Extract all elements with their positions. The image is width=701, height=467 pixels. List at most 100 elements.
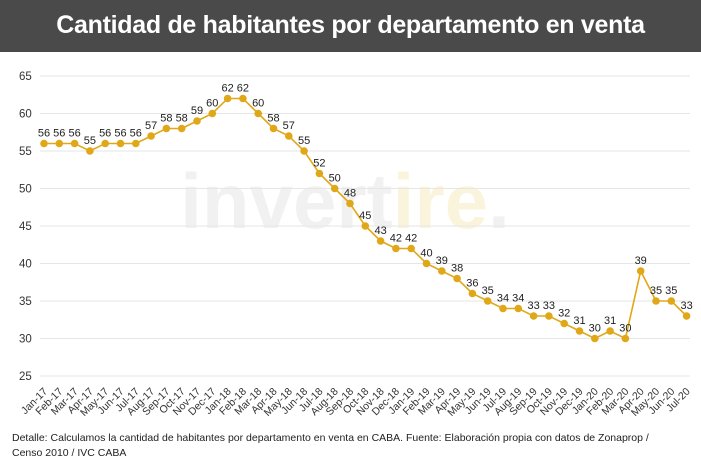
data-point bbox=[606, 327, 614, 335]
data-label: 55 bbox=[84, 135, 96, 147]
data-label: 33 bbox=[543, 300, 555, 312]
data-point bbox=[529, 312, 538, 320]
title-bar bbox=[0, 0, 701, 52]
y-tick-label: 30 bbox=[19, 334, 32, 346]
data-label: 38 bbox=[451, 263, 463, 275]
data-point bbox=[55, 139, 64, 148]
data-point bbox=[591, 334, 599, 343]
y-axis-ticks: 25 30 35 40 45 50 55 60 65 bbox=[19, 71, 32, 383]
data-point bbox=[162, 124, 171, 133]
data-point bbox=[392, 244, 400, 253]
data-point bbox=[621, 334, 630, 343]
data-label: 31 bbox=[604, 315, 616, 327]
data-point bbox=[514, 304, 523, 313]
data-label: 58 bbox=[176, 113, 188, 125]
data-label: 56 bbox=[68, 128, 80, 140]
data-label: 34 bbox=[512, 293, 524, 305]
data-point bbox=[407, 244, 416, 253]
data-point bbox=[438, 267, 446, 275]
data-point bbox=[147, 132, 155, 140]
data-point bbox=[575, 327, 584, 335]
data-point bbox=[468, 289, 477, 298]
line-chart: invertire. 25 30 35 40 45 50 55 60 65 Jan-17Feb-… bbox=[19, 71, 693, 419]
data-label: 52 bbox=[313, 158, 325, 170]
data-point bbox=[300, 147, 308, 155]
data-markers bbox=[40, 94, 691, 343]
x-axis-ticks: Jan-17Feb-17Mar-17Apr-17May-17Jun-17Jul-… bbox=[19, 386, 693, 419]
data-point bbox=[208, 109, 217, 118]
data-label: 40 bbox=[420, 248, 432, 260]
data-point bbox=[330, 184, 339, 193]
y-tick-label: 35 bbox=[19, 296, 32, 308]
watermark-accent: ire bbox=[393, 157, 488, 245]
data-point bbox=[177, 124, 186, 133]
data-label: 48 bbox=[344, 188, 356, 200]
data-point bbox=[545, 312, 553, 320]
data-point bbox=[193, 117, 201, 125]
data-label: 58 bbox=[160, 113, 172, 125]
data-point bbox=[361, 222, 370, 230]
y-tick-label: 60 bbox=[19, 109, 32, 121]
data-point bbox=[499, 304, 507, 313]
data-label: 57 bbox=[283, 120, 295, 132]
data-label: 42 bbox=[405, 233, 417, 245]
data-point bbox=[86, 147, 94, 155]
y-tick-label: 45 bbox=[19, 221, 32, 233]
data-label: 62 bbox=[221, 83, 233, 95]
data-label: 39 bbox=[635, 255, 647, 267]
data-label: 57 bbox=[145, 120, 157, 132]
footer-note: Detalle: Calculamos la cantidad de habit… bbox=[12, 431, 692, 461]
data-label: 34 bbox=[497, 293, 509, 305]
data-label: 32 bbox=[558, 308, 570, 320]
watermark-dot: . bbox=[488, 157, 510, 245]
data-label: 56 bbox=[53, 128, 65, 140]
data-label: 35 bbox=[665, 285, 677, 297]
data-point bbox=[285, 132, 293, 140]
data-point bbox=[636, 267, 645, 275]
data-label: 62 bbox=[237, 83, 249, 95]
data-point bbox=[40, 139, 48, 148]
data-label: 56 bbox=[114, 128, 126, 140]
data-label: 58 bbox=[267, 113, 279, 125]
data-point bbox=[453, 274, 461, 283]
data-label: 59 bbox=[191, 105, 203, 117]
data-label: 31 bbox=[573, 315, 585, 327]
chart-title: Cantidad de habitantes por departamento … bbox=[56, 11, 645, 39]
data-label: 42 bbox=[390, 233, 402, 245]
watermark-main: invert bbox=[180, 157, 392, 245]
y-tick-label: 25 bbox=[19, 371, 32, 383]
data-point bbox=[223, 94, 232, 103]
data-label: 39 bbox=[436, 255, 448, 267]
footer-line-2: Censo 2010 / IVC CABA bbox=[12, 447, 127, 459]
data-point bbox=[315, 169, 324, 178]
data-label: 56 bbox=[130, 128, 142, 140]
data-point bbox=[132, 139, 140, 148]
y-tick-label: 50 bbox=[19, 184, 32, 196]
data-point bbox=[652, 297, 660, 305]
footer-line-1: Detalle: Calculamos la cantidad de habit… bbox=[12, 432, 649, 444]
y-tick-label: 40 bbox=[19, 259, 32, 271]
y-tick-label: 55 bbox=[19, 146, 32, 158]
data-point bbox=[422, 259, 431, 268]
data-point bbox=[346, 199, 354, 208]
data-point bbox=[483, 297, 492, 305]
data-label: 50 bbox=[329, 173, 341, 185]
data-label: 60 bbox=[252, 98, 264, 110]
data-label: 30 bbox=[589, 323, 601, 335]
data-point bbox=[667, 297, 676, 305]
data-label: 36 bbox=[466, 278, 478, 290]
data-label: 35 bbox=[650, 285, 662, 297]
data-point bbox=[254, 109, 262, 118]
data-label: 33 bbox=[680, 300, 692, 312]
data-label: 35 bbox=[482, 285, 494, 297]
y-tick-label: 65 bbox=[19, 71, 32, 83]
svg-text:invertire.: invertire. bbox=[180, 157, 509, 245]
data-point bbox=[376, 237, 385, 245]
data-point bbox=[70, 139, 79, 148]
data-label: 56 bbox=[99, 128, 111, 140]
data-point bbox=[116, 139, 125, 148]
watermark: invertire. bbox=[180, 157, 509, 245]
data-point bbox=[239, 94, 247, 103]
data-label: 33 bbox=[527, 300, 539, 312]
